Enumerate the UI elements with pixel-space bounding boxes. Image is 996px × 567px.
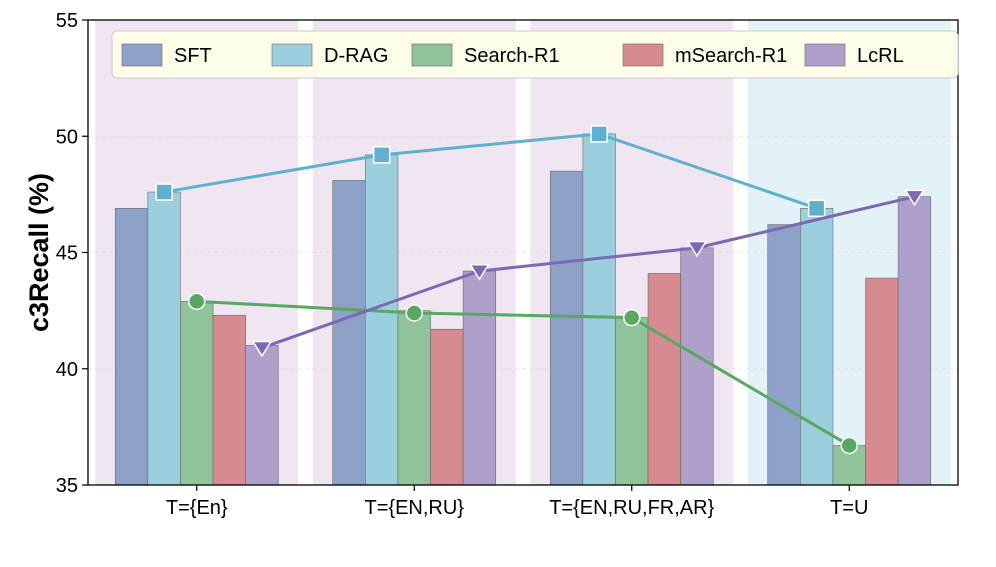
marker-search-r1-t-u	[840, 436, 858, 455]
legend-swatch-search-r1	[411, 43, 453, 67]
line-lcrl	[261, 195, 915, 350]
y-axis-ticks: 35 40 45 50 55	[56, 10, 88, 497]
x-tick-label: T={EN,RU}	[365, 497, 465, 519]
y-tick-label: 50	[56, 126, 78, 148]
y-tick-label: 45	[56, 243, 78, 265]
bar-d-rag-t-en-ru	[365, 154, 399, 486]
x-axis-ticks: T={En} T={EN,RU} T={EN,RU,FR,AR} T=U	[166, 485, 868, 519]
bar-lcrl-t-en	[245, 345, 279, 486]
legend-label-lcrl: LcRL	[857, 45, 904, 67]
trend-lines	[155, 125, 925, 455]
bar-msearch-r1-t-en	[212, 314, 246, 486]
marker-d-rag-t-u	[807, 199, 826, 218]
marker-search-r1-t-en-ru-fr-ar	[623, 308, 641, 327]
bar-search-r1-t-en-ru	[397, 310, 431, 486]
legend-swatch-d-rag	[271, 43, 313, 67]
x-tick-label: T={EN,RU,FR,AR}	[549, 497, 714, 519]
bar-sft-t-en-ru	[332, 180, 366, 486]
bar-sft-t-en	[114, 208, 149, 486]
bar-d-rag-t-en-ru-fr-ar	[582, 133, 616, 486]
marker-lcrl-t-en-ru-fr-ar	[686, 240, 708, 258]
legend-label-msearch-r1: mSearch-R1	[675, 45, 787, 67]
bar-search-r1-t-en-ru-fr-ar	[615, 317, 649, 486]
bar-sft-t-u	[767, 224, 801, 486]
bar-sft-t-en-ru-fr-ar	[549, 170, 584, 486]
bar-lcrl-t-u	[897, 196, 932, 486]
marker-d-rag-t-en-ru	[372, 146, 391, 164]
legend-box	[111, 30, 959, 79]
x-tick-label: T={En}	[166, 497, 228, 519]
bar-msearch-r1-t-en-ru-fr-ar	[647, 273, 681, 486]
legend: SFT D-RAG Search-R1 mSearch-R1 LcRL	[111, 30, 959, 79]
bars	[114, 133, 932, 486]
line-search-r1	[196, 299, 851, 447]
legend-swatch-lcrl	[804, 43, 846, 67]
marker-d-rag-t-en-ru-fr-ar	[590, 125, 608, 143]
marker-search-r1-t-en-ru	[405, 304, 423, 322]
marker-lcrl-t-u	[904, 189, 925, 207]
legend-label-d-rag: D-RAG	[324, 45, 388, 67]
marker-search-r1-t-en	[188, 292, 206, 311]
marker-d-rag-t-en	[155, 183, 173, 201]
y-tick-label: 35	[56, 475, 78, 497]
y-tick-label: 55	[56, 10, 78, 32]
bar-msearch-r1-t-u	[865, 277, 899, 486]
y-axis-title: c3Recall (%)	[24, 173, 54, 332]
bar-lcrl-t-en-ru	[462, 270, 497, 486]
bar-msearch-r1-t-en-ru	[430, 328, 464, 486]
bar-d-rag-t-u	[800, 208, 834, 486]
marker-lcrl-t-en	[251, 340, 273, 358]
legend-label-search-r1: Search-R1	[464, 45, 560, 67]
marker-lcrl-t-en-ru	[469, 264, 490, 281]
legend-label-sft: SFT	[174, 45, 212, 67]
y-tick-label: 40	[56, 359, 78, 381]
bar-search-r1-t-en	[180, 301, 214, 486]
legend-swatch-msearch-r1	[622, 43, 664, 67]
line-d-rag	[163, 132, 818, 210]
bar-d-rag-t-en	[147, 191, 181, 486]
legend-swatch-sft	[121, 43, 163, 67]
bar-lcrl-t-en-ru-fr-ar	[680, 247, 714, 486]
x-tick-label: T=U	[830, 497, 868, 519]
